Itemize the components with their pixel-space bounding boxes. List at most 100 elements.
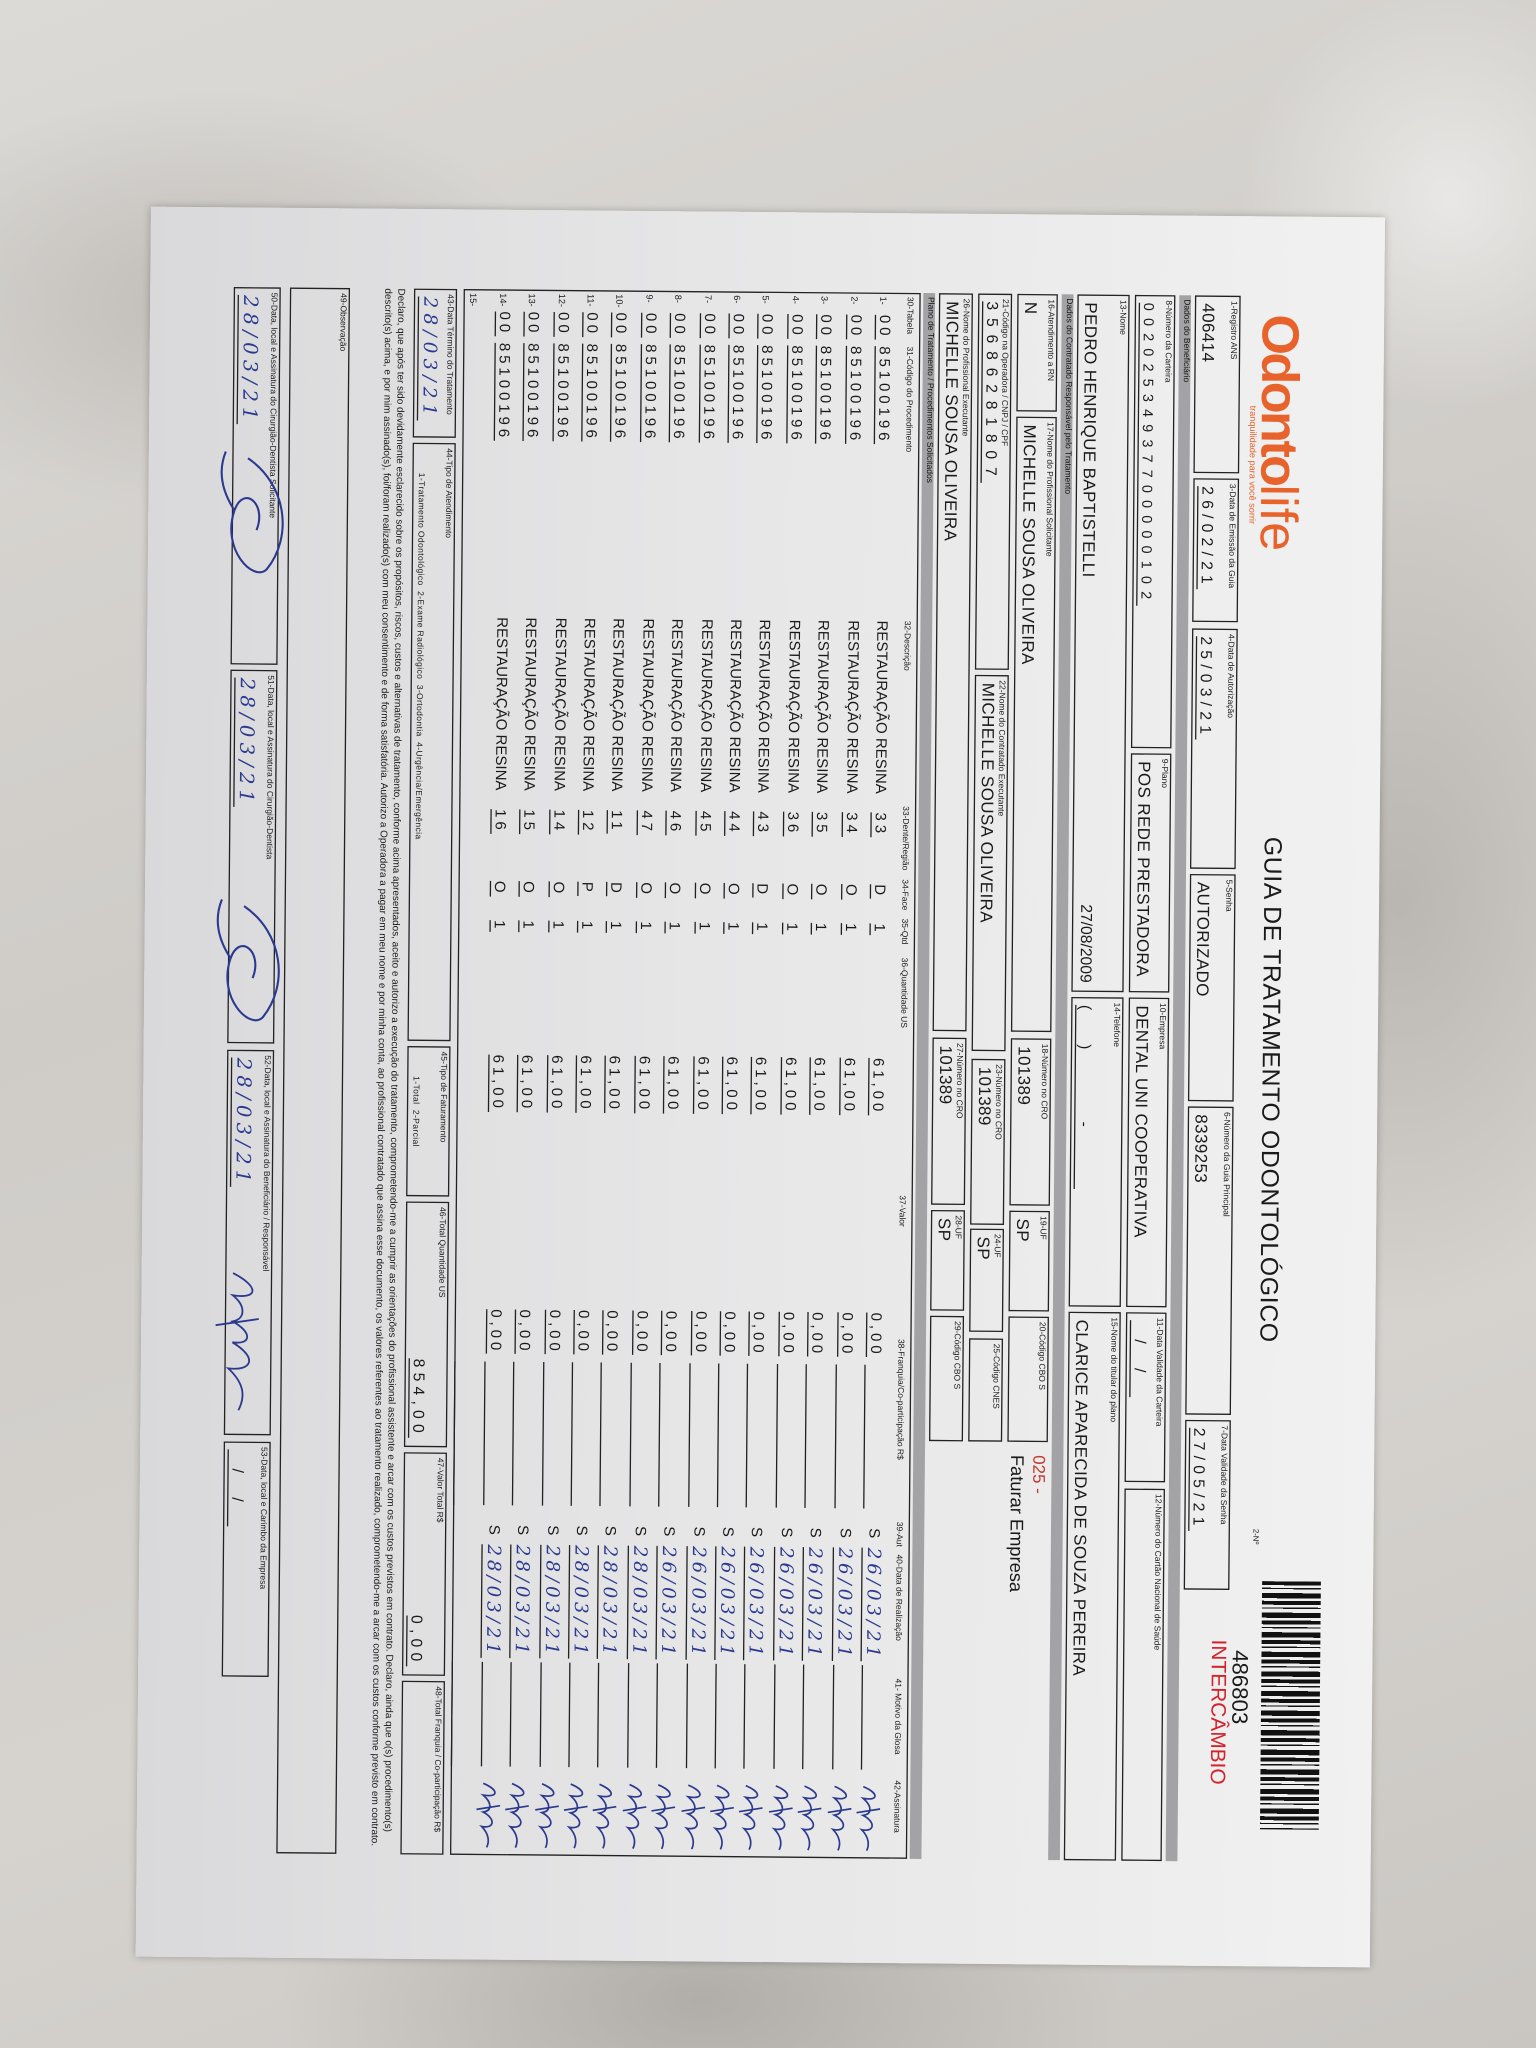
table-row: 3- 00 85100196 RESTAURAÇÃO RESINA 35 O 1 61,00 0… xyxy=(795,293,837,1856)
field-label: 47-Valor Total R$ xyxy=(434,1457,445,1523)
field-uf-contratado: 24-UF SP xyxy=(969,1228,1004,1333)
field-value: 101389 xyxy=(974,1066,995,1126)
row-signature xyxy=(563,1783,588,1849)
guide-type: INTERCÂMBIO xyxy=(1205,1639,1229,1785)
field-label: 7-Data Validade da Senha xyxy=(1218,1425,1229,1525)
cell-data-realizacao: 26/03/21 xyxy=(801,1547,826,1661)
cell-quantidade-us: 61,00 xyxy=(487,1054,506,1112)
cell-dente: 43 xyxy=(753,811,771,837)
field-value: DENTAL UNI COOPERATIVA xyxy=(1130,1005,1153,1239)
cell-codigo: 85100196 xyxy=(727,344,746,444)
cell-motivo-glosa xyxy=(773,1664,793,1770)
cell-qtd: 1 xyxy=(518,920,536,933)
cell-valor: 0,00 xyxy=(836,1312,854,1358)
cell-quantidade-us: 61,00 xyxy=(546,1055,564,1113)
field-value: SP xyxy=(1013,1218,1033,1243)
field-value: 101389 xyxy=(1014,1046,1035,1106)
field-label: 46-Total Quantidade US xyxy=(436,1206,447,1298)
cell-quantidade-us: 61,00 xyxy=(516,1054,535,1113)
cell-motivo-glosa xyxy=(860,1665,881,1770)
cell-dente: 46 xyxy=(665,810,683,836)
cell-descricao: RESTAURAÇÃO RESINA xyxy=(754,619,773,793)
cell-quantidade-us: 61,00 xyxy=(780,1057,798,1115)
cell-qtd: 1 xyxy=(606,921,624,934)
signature-beneficiario: 52-Data, local e Assinatura do Beneficiá… xyxy=(215,1049,275,1436)
cell-qtd: 1 xyxy=(664,921,682,935)
row-signature xyxy=(622,1783,647,1849)
cell-descricao: RESTAURAÇÃO RESINA xyxy=(842,620,860,794)
header-qtd: 35-Qtd xyxy=(899,918,909,945)
cell-tabela: 00 xyxy=(552,312,571,337)
cell-motivo-glosa xyxy=(743,1664,764,1769)
row-number: 7- xyxy=(702,295,712,304)
signature-dentista: 51-Data, local e Assinatura do Cirurgião… xyxy=(216,669,280,1044)
row-number: 2- xyxy=(848,296,858,305)
cell-dente: 34 xyxy=(841,812,859,837)
field-atendimento-rn: 16-Atendimento a RN N xyxy=(1016,293,1058,412)
billing-code: 025 - xyxy=(1029,1455,1050,1494)
cell-codigo: 85100196 xyxy=(873,346,892,445)
field-value: / / xyxy=(226,1449,248,1527)
cell-valor: 0,00 xyxy=(573,1310,591,1356)
cell-valor: 0,00 xyxy=(543,1309,562,1355)
field-cbo-solicitante: 20-Código CBO S xyxy=(1007,1316,1049,1443)
cell-aut: S xyxy=(719,1526,735,1537)
cell-valor: 0,00 xyxy=(485,1309,503,1355)
cell-face: O xyxy=(811,883,829,900)
cell-franquia xyxy=(775,1364,795,1508)
cell-tabela: 00 xyxy=(728,313,746,339)
field-value: 35686281807 xyxy=(980,301,1002,484)
cell-quantidade-us: 61,00 xyxy=(663,1056,681,1114)
field-profissional-solicitante: 17-Nome do Profissional Solicitante MICHE… xyxy=(1010,416,1057,1033)
field-value: CLARICE APARECIDA DE SOUZA PEREIRA xyxy=(1069,1319,1093,1677)
field-label: 45-Tipo de Faturamento xyxy=(437,1051,448,1143)
field-data-autorizacao: 4-Data de Autorização 25/03/21 xyxy=(1189,628,1238,870)
row-signature xyxy=(856,1785,881,1852)
cell-descricao: RESTAURAÇÃO RESINA xyxy=(813,619,831,794)
field-nome-beneficiario: 13-Nome PEDRO HENRIQUE BAPTISTELLI 27/08/2… xyxy=(1071,294,1130,993)
cell-franquia xyxy=(804,1364,825,1509)
cell-tabela: 00 xyxy=(816,314,834,339)
cell-qtd: 1 xyxy=(752,922,770,935)
cell-motivo-glosa xyxy=(509,1662,529,1767)
field-value: / / xyxy=(1129,1320,1150,1397)
cell-qtd: 1 xyxy=(635,921,653,934)
table-row: 13- 00 85100196 RESTAURAÇÃO RESINA 15 O 1 61,00… xyxy=(503,291,545,1854)
cell-face: D xyxy=(606,881,624,897)
cell-quantidade-us: 61,00 xyxy=(809,1057,827,1115)
cell-franquia xyxy=(599,1362,620,1507)
cell-data-realizacao: 26/03/21 xyxy=(655,1545,679,1660)
header-us: 36-Quantidade US xyxy=(898,957,909,1028)
cell-qtd: 1 xyxy=(723,922,741,935)
field-tipo-faturamento: 45-Tipo de Faturamento 1-Total 2-Parcial xyxy=(406,1046,451,1197)
cell-codigo: 85100196 xyxy=(844,345,863,445)
table-row: 9- 00 85100196 RESTAURAÇÃO RESINA 47 O 1 61,00 0… xyxy=(620,292,662,1855)
cell-face: O xyxy=(635,882,653,898)
stamp-empresa: 53-Data, local e Carimbo da Empresa / / xyxy=(221,1441,271,1677)
cell-codigo: 85100196 xyxy=(756,345,775,444)
cell-dente: 14 xyxy=(548,809,566,835)
cell-aut: S xyxy=(485,1524,501,1535)
cell-valor: 0,00 xyxy=(690,1311,708,1357)
field-cro-executante: 27-Número no CRO 101389 xyxy=(931,1037,967,1206)
cell-codigo: 85100196 xyxy=(522,343,541,442)
cell-descricao: RESTAURAÇÃO RESINA xyxy=(871,620,890,794)
cell-qtd: 1 xyxy=(869,923,887,936)
cell-data-realizacao: 28/03/21 xyxy=(597,1545,621,1659)
cell-codigo: 85100196 xyxy=(639,344,658,443)
cell-franquia xyxy=(863,1364,883,1509)
field-value: 28/03/21 xyxy=(236,294,263,425)
cell-aut: S xyxy=(631,1526,648,1537)
row-number: 11- xyxy=(584,293,595,307)
field-plano: 9-Plano POS REDE PRESTADORA xyxy=(1128,753,1172,993)
cell-qtd: 1 xyxy=(576,920,594,934)
cell-codigo: 85100196 xyxy=(815,345,834,444)
cell-descricao: RESTAURAÇÃO RESINA xyxy=(579,617,597,792)
cell-qtd: 1 xyxy=(781,922,799,936)
field-value: SP xyxy=(934,1217,955,1242)
field-value: AUTORIZADO xyxy=(1192,881,1214,997)
cell-motivo-glosa xyxy=(480,1661,500,1767)
table-row: 12- 00 85100196 RESTAURAÇÃO RESINA 14 O 1 61,00… xyxy=(532,291,574,1854)
cell-valor: 0,00 xyxy=(660,1310,679,1356)
cell-valor: 0,00 xyxy=(865,1312,884,1358)
